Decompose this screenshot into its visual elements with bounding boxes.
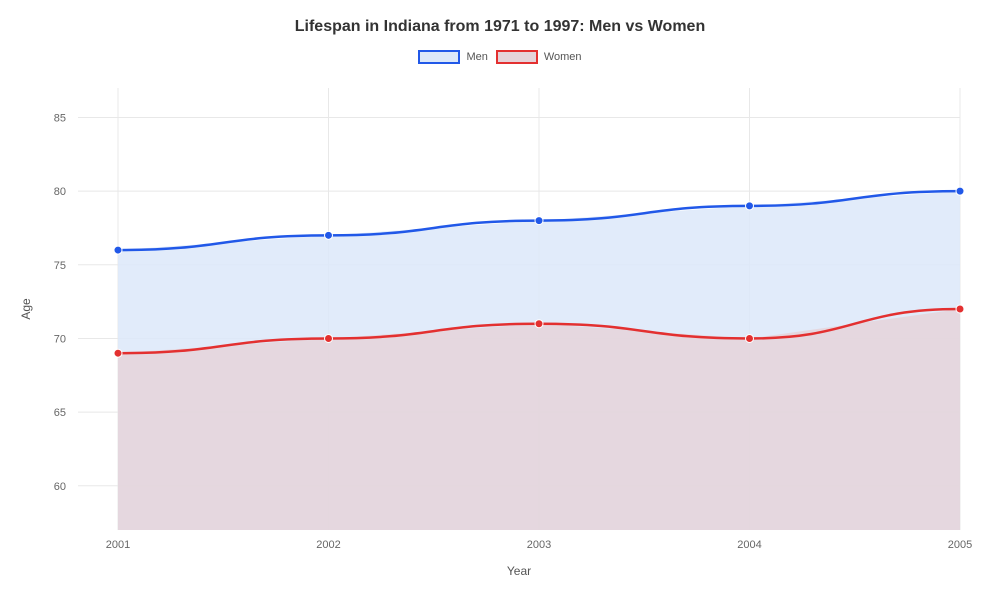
marker-women — [325, 334, 333, 342]
y-tick-label: 85 — [54, 112, 66, 124]
y-tick-label: 60 — [54, 481, 66, 493]
y-tick-label: 80 — [54, 186, 66, 198]
x-tick-label: 2003 — [527, 539, 551, 551]
x-axis-title: Year — [507, 564, 531, 578]
marker-men — [325, 231, 333, 239]
x-tick-label: 2004 — [737, 539, 761, 551]
marker-women — [114, 349, 122, 357]
marker-men — [535, 217, 543, 225]
marker-women — [956, 305, 964, 313]
x-tick-label: 2002 — [316, 539, 340, 551]
marker-women — [535, 320, 543, 328]
marker-men — [114, 246, 122, 254]
y-tick-label: 65 — [54, 407, 66, 419]
marker-women — [746, 334, 754, 342]
y-tick-label: 75 — [54, 260, 66, 272]
chart-plot: 2001 2002 2003 2004 2005 60 65 70 75 80 85 Year Age — [0, 0, 1000, 600]
y-tick-label: 70 — [54, 333, 66, 345]
x-tick-label: 2005 — [948, 539, 972, 551]
chart-container: Lifespan in Indiana from 1971 to 1997: M… — [0, 0, 1000, 600]
marker-men — [746, 202, 754, 210]
y-axis-title: Age — [19, 298, 33, 320]
x-tick-label: 2001 — [106, 539, 130, 551]
marker-men — [956, 187, 964, 195]
